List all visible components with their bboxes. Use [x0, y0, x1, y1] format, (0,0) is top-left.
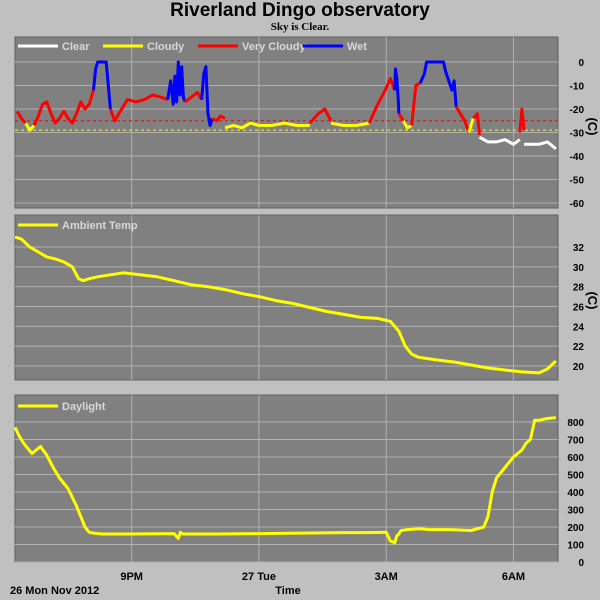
x-tick-label: 6AM — [502, 571, 525, 583]
y-tick-label: 32 — [573, 243, 585, 254]
plot-background — [14, 394, 559, 563]
series-line-very-cloudy — [308, 107, 333, 125]
y-tick-label: 200 — [567, 523, 584, 534]
y-tick-label: -30 — [570, 129, 585, 140]
y-tick-label: 100 — [567, 541, 584, 552]
series-line-wet — [200, 65, 214, 127]
legend-label: Wet — [347, 41, 367, 53]
legend-label: Cloudy — [147, 41, 185, 53]
chart-panel-sky: 0 -10 -20 -30 -40 -50 -60 (C) Clear Cloudy Very Cl… — [14, 36, 600, 210]
y-tick-label: 20 — [573, 362, 585, 373]
y-tick-label: 600 — [567, 453, 584, 464]
series-line-wet — [92, 60, 112, 110]
series-line-very-cloudy — [367, 77, 397, 124]
plot-background — [14, 214, 559, 381]
chart-panel-daylight: 0 100 200 300 400 500 600 700 800 Daylight — [13, 394, 584, 569]
y-tick-label: 300 — [567, 506, 584, 517]
x-tick-label: 9PM — [120, 571, 143, 583]
legend-label: Ambient Temp — [62, 220, 138, 232]
series-line-ambient-temp — [14, 235, 557, 375]
y-tick-label: 400 — [567, 488, 584, 499]
x-axis-label: Time — [275, 585, 300, 597]
x-tick-label: 3AM — [375, 571, 398, 583]
series-line-very-cloudy — [397, 112, 405, 122]
y-tick-label: -10 — [570, 82, 585, 93]
y-tick-label: 26 — [573, 303, 585, 314]
date-label: 26 Mon Nov 2012 — [10, 585, 99, 597]
series-line-very-cloudy — [410, 81, 421, 126]
series-line-cloudy — [401, 120, 413, 130]
series-line-very-cloudy — [15, 110, 27, 125]
y-tick-label: 22 — [573, 342, 585, 353]
y-tick-label: 24 — [573, 322, 585, 333]
y-tick-label: 28 — [573, 283, 585, 294]
y-tick-label: 700 — [567, 436, 584, 447]
y-tick-label: -20 — [570, 105, 585, 116]
series-line-very-cloudy — [472, 112, 481, 136]
y-tick-label: 800 — [567, 418, 584, 429]
y-tick-label: -40 — [570, 152, 585, 163]
y-tick-label: 500 — [567, 471, 584, 482]
series-line-cloudy — [224, 121, 310, 130]
series-line-very-cloudy — [32, 89, 95, 127]
series-line-wet — [393, 67, 401, 114]
y-axis-unit: (C) — [585, 291, 600, 309]
series-line-cloudy — [24, 122, 36, 132]
page-title: Riverland Dingo observatory — [170, 0, 430, 21]
legend-label: Very Cloudy — [242, 41, 306, 53]
chart-panel-ambient: 20 22 24 26 28 30 32 (C) Ambient Temp — [14, 214, 600, 381]
y-tick-label: 0 — [578, 58, 584, 69]
series-line-very-cloudy — [108, 93, 169, 123]
series-line-cloudy — [330, 121, 370, 127]
series-line-wet — [418, 60, 458, 107]
page-subtitle: Sky is Clear. — [270, 21, 330, 33]
y-axis-unit: (C) — [585, 117, 600, 135]
series-line-very-cloudy — [454, 105, 471, 134]
legend-label: Clear — [62, 41, 90, 53]
series-line-clear — [478, 135, 521, 146]
series-line-daylight — [13, 416, 557, 545]
y-tick-label: -50 — [570, 176, 585, 187]
series-line-cloudy — [467, 117, 475, 133]
legend-label: Daylight — [62, 401, 106, 413]
series-line-clear — [524, 140, 557, 151]
y-tick-label: 30 — [573, 263, 585, 274]
series-line-very-cloudy — [211, 114, 226, 123]
series-line-wet — [166, 60, 187, 106]
y-tick-label: -60 — [570, 199, 585, 210]
series-line-very-cloudy — [184, 91, 203, 104]
series-line-very-cloudy — [518, 107, 526, 133]
y-tick-label: 0 — [578, 558, 584, 569]
x-tick-label: 27 Tue — [242, 571, 276, 583]
